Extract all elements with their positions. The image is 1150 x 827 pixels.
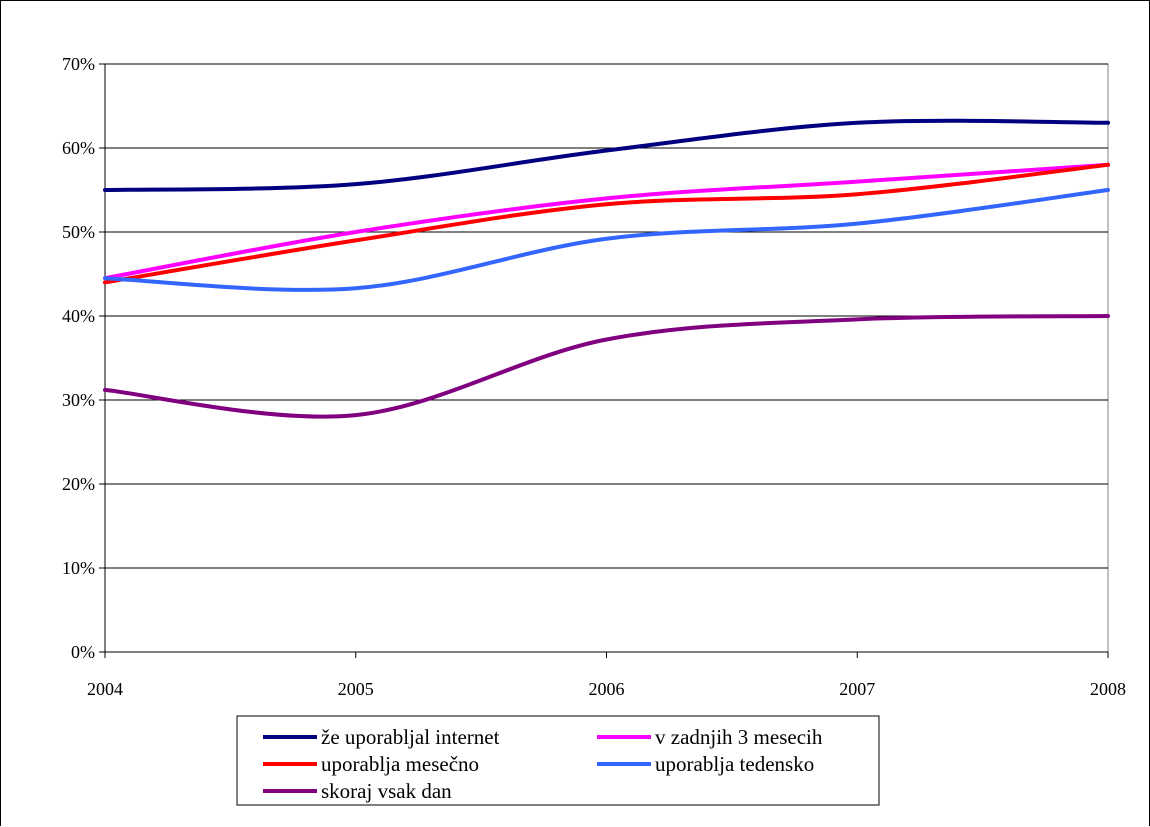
y-tick-label: 60% bbox=[62, 138, 95, 158]
x-tick-label: 2005 bbox=[338, 679, 374, 699]
series-line-5 bbox=[103, 314, 1110, 419]
series-line-1 bbox=[103, 118, 1110, 192]
y-tick-label: 40% bbox=[62, 306, 95, 326]
legend-box bbox=[236, 715, 880, 806]
series-line-4 bbox=[103, 188, 1110, 292]
y-tick-label: 20% bbox=[62, 474, 95, 494]
x-tick-label: 2004 bbox=[87, 679, 123, 699]
legend-label-1: že uporabljal internet bbox=[321, 725, 500, 749]
legend-label-2: v zadnjih 3 mesecih bbox=[655, 725, 823, 749]
legend: že uporabljal internet v zadnjih 3 meseci… bbox=[236, 715, 880, 806]
legend-label-4: uporablja tedensko bbox=[655, 752, 814, 776]
y-tick-label: 50% bbox=[62, 222, 95, 242]
series-layer bbox=[103, 118, 1110, 419]
legend-label-5: skoraj vsak dan bbox=[321, 779, 452, 803]
x-tick-label: 2007 bbox=[839, 679, 875, 699]
legend-label-3: uporablja mesečno bbox=[321, 752, 479, 776]
axis-layer: 0% 10% 20% 30% 40% 50% 60% 70% 2004 2005 2006 2007 2… bbox=[62, 54, 1126, 699]
y-tick-label: 0% bbox=[71, 642, 95, 662]
y-tick-label: 70% bbox=[62, 54, 95, 74]
series-line-3 bbox=[103, 162, 1110, 285]
y-tick-label: 10% bbox=[62, 558, 95, 578]
y-tick-label: 30% bbox=[62, 390, 95, 410]
x-tick-label: 2008 bbox=[1090, 679, 1126, 699]
x-tick-label: 2006 bbox=[589, 679, 625, 699]
series-line-2 bbox=[103, 162, 1110, 281]
